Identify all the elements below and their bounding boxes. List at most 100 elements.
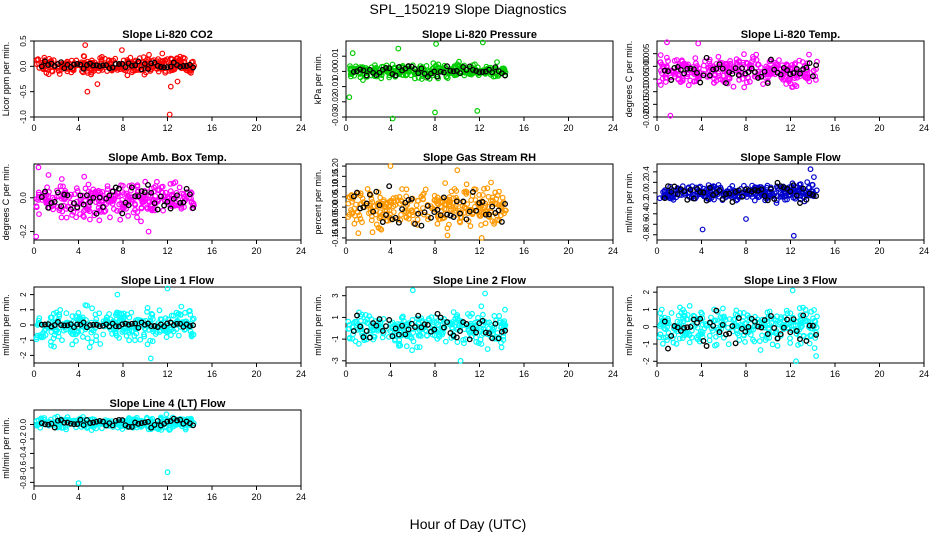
data-point (441, 316, 447, 322)
hourly-point (495, 207, 502, 214)
panel-title: Slope Gas Stream RH (423, 152, 536, 164)
y-tick-label: -2 (642, 357, 651, 365)
hourly-point (164, 64, 171, 71)
hourly-point (383, 212, 389, 218)
data-point (107, 214, 113, 221)
data-point (736, 337, 743, 344)
data-point (138, 205, 145, 212)
hourly-point (674, 63, 681, 70)
data-point (60, 183, 66, 190)
x-tick-label: 24 (296, 246, 306, 256)
hourly-point (732, 65, 739, 72)
data-point (128, 309, 135, 316)
data-point (45, 172, 52, 178)
data-point (410, 329, 417, 336)
x-tick-label: 20 (874, 369, 884, 379)
data-point (85, 203, 91, 210)
data-point (98, 57, 105, 63)
data-point (774, 62, 781, 68)
data-point (657, 323, 663, 329)
hourly-point (751, 318, 758, 325)
data-point (73, 214, 79, 221)
data-point (81, 423, 88, 430)
hourly-point (800, 312, 807, 319)
data-point (756, 193, 763, 200)
hourly-point (183, 63, 190, 69)
data-point (422, 327, 429, 334)
data-point (694, 63, 700, 69)
hourly-point (418, 65, 425, 72)
data-point (454, 315, 461, 322)
x-tick-label: 24 (296, 123, 306, 133)
data-point (663, 334, 669, 341)
data-point (101, 55, 108, 62)
hourly-point (376, 69, 383, 76)
data-point (131, 200, 138, 207)
data-point (175, 332, 182, 339)
hourly-point (42, 421, 48, 428)
hourly-point (713, 65, 720, 72)
data-point (117, 216, 124, 223)
data-point (814, 313, 820, 320)
data-point (782, 196, 788, 203)
data-point (403, 343, 410, 350)
hourly-point (706, 72, 713, 79)
hourly-point (700, 189, 707, 196)
hourly-point (732, 340, 739, 347)
hourly-point (797, 70, 803, 77)
hourly-point (100, 418, 106, 425)
hourly-point (415, 210, 422, 217)
y-axis-label: degrees C per min. (624, 41, 634, 118)
data-point (467, 223, 474, 230)
panel-6: Slope Sample Flow ml/min per min. 0 4 8 12 16 2… (624, 152, 929, 256)
hourly-point (690, 66, 697, 73)
hourly-point (161, 64, 168, 71)
data-point (346, 325, 353, 332)
hourly-point (45, 61, 52, 68)
y-axis-label: degrees C per min. (1, 164, 11, 241)
hourly-point (466, 208, 473, 215)
outlier-point (118, 47, 125, 53)
hourly-point (716, 187, 723, 194)
hourly-point (677, 66, 684, 73)
data-point (168, 202, 175, 209)
data-point (798, 323, 805, 330)
hourly-point (460, 63, 467, 70)
y-tick-label: -0.8 (19, 475, 28, 489)
hourly-point (755, 187, 762, 194)
data-point (174, 55, 181, 62)
hourly-point (132, 62, 139, 69)
hourly-point (735, 315, 742, 322)
data-point (418, 333, 424, 339)
y-tick-label: -0.2 (19, 432, 28, 446)
hourly-point (141, 60, 148, 67)
x-tick-label: 12 (162, 246, 172, 256)
hourly-point (489, 69, 496, 76)
x-tick-label: 4 (76, 492, 81, 502)
hourly-point (125, 423, 132, 430)
data-point (124, 192, 131, 199)
data-point (73, 338, 79, 344)
data-point (757, 347, 764, 353)
hourly-point (771, 66, 778, 73)
data-point (679, 58, 686, 65)
data-point (149, 338, 156, 345)
y-tick-label: 0.15 (331, 168, 340, 184)
hourly-point (170, 322, 177, 329)
data-point (665, 58, 671, 64)
x-tick-label: 12 (162, 492, 172, 502)
data-point (444, 232, 451, 239)
panel-5: Slope Gas Stream RH percent per min. 0 4 8 12… (313, 152, 618, 256)
x-tick-label: 12 (785, 123, 795, 133)
hourly-point (386, 65, 393, 72)
data-point (494, 59, 500, 65)
hourly-point (116, 416, 122, 423)
data-point (103, 201, 110, 208)
data-point (498, 323, 505, 330)
hourly-point (444, 63, 451, 70)
data-point (63, 214, 70, 221)
data-point (477, 212, 484, 219)
hourly-point (167, 205, 174, 212)
hourly-point (457, 328, 463, 334)
